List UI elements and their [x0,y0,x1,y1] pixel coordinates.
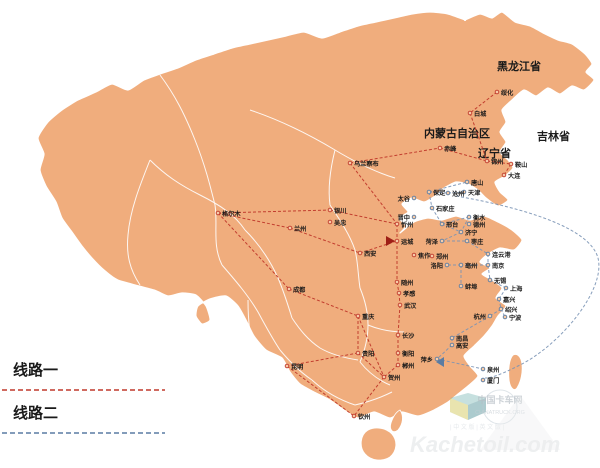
svg-text:大连: 大连 [508,172,521,180]
svg-text:赤峰: 赤峰 [444,145,457,153]
svg-text:内蒙古自治区: 内蒙古自治区 [424,126,490,140]
svg-text:随州: 随州 [401,279,413,287]
svg-text:郑州: 郑州 [436,253,448,261]
svg-text:郴州: 郴州 [402,362,414,370]
svg-text:武汉: 武汉 [404,302,417,310]
svg-text:贵阳: 贵阳 [362,350,374,358]
svg-text:运城: 运城 [401,238,414,246]
svg-text:锦州: 锦州 [491,158,503,166]
svg-text:钦州: 钦州 [358,413,370,421]
svg-text:白城: 白城 [474,110,487,118]
svg-text:吉林省: 吉林省 [537,129,570,143]
svg-text:银川: 银川 [334,207,346,215]
svg-text:绍兴: 绍兴 [505,306,518,314]
svg-text:线路一: 线路一 [13,361,58,379]
svg-text:泉州: 泉州 [486,366,499,374]
svg-text:黑龙江省: 黑龙江省 [497,59,541,73]
svg-text:菏泽: 菏泽 [426,238,439,246]
svg-text:天津: 天津 [468,189,481,197]
svg-text:衡阳: 衡阳 [402,350,414,358]
svg-text:济宁: 济宁 [465,229,477,237]
svg-text:昆明: 昆明 [291,363,303,371]
svg-text:萍乡: 萍乡 [421,356,433,364]
svg-text:南京: 南京 [492,262,504,270]
svg-text:吴忠: 吴忠 [334,219,347,227]
svg-text:连云港: 连云港 [492,251,511,259]
svg-text:上海: 上海 [510,285,523,293]
svg-text:南昌: 南昌 [456,335,468,343]
svg-text:保定: 保定 [432,189,446,197]
svg-text:太谷: 太谷 [398,195,411,203]
svg-text:高安: 高安 [456,342,468,350]
svg-text:西安: 西安 [364,250,376,258]
svg-text:嘉兴: 嘉兴 [502,296,516,304]
svg-text:衡水: 衡水 [473,214,486,222]
svg-text:无锡: 无锡 [493,277,506,285]
svg-text:鞍山: 鞍山 [515,161,527,169]
svg-text:沧州: 沧州 [452,190,464,198]
svg-text:兰州: 兰州 [294,225,306,233]
svg-text:焦作: 焦作 [417,252,431,260]
svg-text:亳州: 亳州 [465,262,477,270]
svg-text:晋中: 晋中 [398,214,410,222]
svg-text:长沙: 长沙 [402,332,415,340]
svg-text:乌兰察布: 乌兰察布 [354,160,379,168]
svg-text:重庆: 重庆 [362,313,375,321]
svg-text:厦门: 厦门 [486,377,499,385]
svg-text:石家庄: 石家庄 [435,205,455,213]
svg-text:枣庄: 枣庄 [470,238,484,246]
svg-text:孝感: 孝感 [402,290,416,298]
svg-text:绥化: 绥化 [500,89,514,97]
svg-text:洛阳: 洛阳 [431,262,443,270]
svg-text:宁波: 宁波 [509,314,522,322]
svg-text:格尔木: 格尔木 [222,210,241,218]
svg-text:忻州: 忻州 [401,221,413,229]
svg-text:唐山: 唐山 [470,179,483,187]
svg-text:邢台: 邢台 [445,221,458,229]
svg-text:蚌埠: 蚌埠 [465,283,478,291]
svg-text:成都: 成都 [293,286,306,294]
svg-text:贺州: 贺州 [387,374,400,382]
svg-text:杭州: 杭州 [474,313,486,321]
svg-text:德州: 德州 [473,221,485,229]
svg-text:线路二: 线路二 [13,404,58,422]
